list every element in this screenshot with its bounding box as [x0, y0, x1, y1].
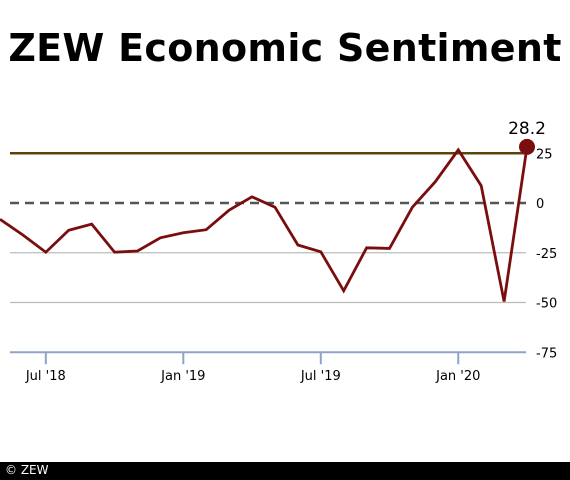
- line-chart: 25 0 -25 -50 -75 Jul '18 Jan '19 Jul '19 Jan '20…: [0, 119, 557, 384]
- copyright-text: © ZEW: [5, 463, 49, 477]
- y-tick-label: 25: [536, 147, 553, 162]
- series-line: [0, 146, 529, 302]
- last-value-label: 28.2: [508, 119, 546, 139]
- y-tick-label: -75: [536, 346, 557, 361]
- x-tick-label: Jul '19: [300, 369, 341, 384]
- y-tick-label: -25: [536, 247, 557, 262]
- last-value-marker: [519, 138, 535, 155]
- x-tick-label: Jan '19: [160, 369, 205, 384]
- x-tick-label: Jan '20: [435, 369, 480, 384]
- y-tick-label: 0: [536, 197, 544, 212]
- chart-title: ZEW Economic Sentiment: [8, 26, 562, 70]
- footer-bar: © ZEW: [0, 462, 570, 480]
- y-tick-label: -50: [536, 297, 557, 312]
- x-tick-label: Jul '18: [25, 369, 66, 384]
